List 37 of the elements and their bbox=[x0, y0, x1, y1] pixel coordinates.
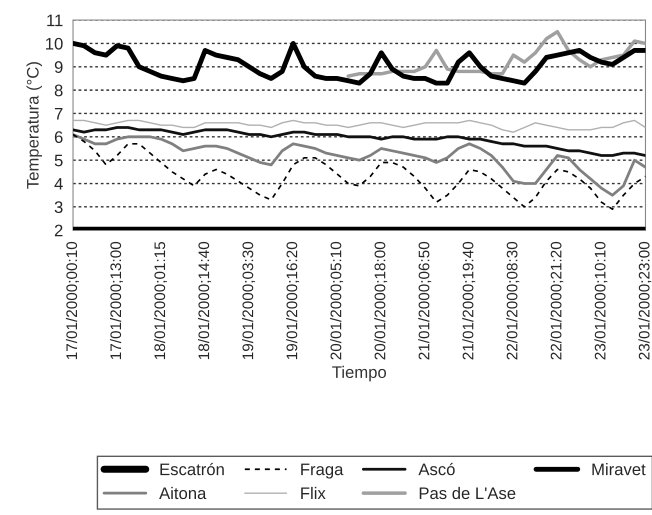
y-tick-label: 3 bbox=[54, 201, 63, 214]
x-tick-label: 19/01/2000;03:30 bbox=[242, 242, 256, 360]
y-tick-label: 8 bbox=[54, 84, 63, 96]
line-series bbox=[73, 120, 646, 133]
x-tick-label: 17/01/2000;00:10 bbox=[66, 242, 79, 360]
legend-label: Pas de L'Ase bbox=[420, 486, 516, 500]
x-tick-label: 20/01/2000;05:10 bbox=[330, 242, 344, 360]
legend-label: Miravet bbox=[592, 463, 646, 476]
y-tick-label: 2 bbox=[54, 224, 62, 236]
legend-label: Aitona bbox=[159, 486, 206, 500]
x-axis-title: Tiempo bbox=[332, 366, 386, 382]
x-tick-label: 21/01/2000;06:50 bbox=[418, 242, 432, 360]
x-tick-label: 22/01/2000;21:20 bbox=[550, 242, 564, 360]
y-tick-label: 10 bbox=[46, 38, 63, 50]
x-tick-label: 17/01/2000;13:00 bbox=[110, 242, 123, 360]
line-series bbox=[73, 134, 646, 210]
y-tick-label: 5 bbox=[54, 154, 63, 166]
x-tick-label: 18/01/2000;01:15 bbox=[154, 242, 167, 360]
line-series bbox=[73, 41, 646, 86]
x-tick-label: 23/01/2000;10:10 bbox=[594, 242, 608, 360]
x-tick-label: 19/01/2000;16:20 bbox=[286, 242, 300, 360]
legend-label: Fraga bbox=[301, 464, 344, 479]
x-tick-label: 23/01/2000;23:00 bbox=[638, 242, 652, 360]
y-tick-label: 4 bbox=[54, 178, 63, 190]
y-tick-label: 7 bbox=[54, 108, 62, 120]
line-series bbox=[73, 126, 646, 157]
x-tick-label: 18/01/2000;14:40 bbox=[198, 242, 212, 360]
x-tick-label: 22/01/2000;08:30 bbox=[506, 242, 520, 360]
legend-label: Flix bbox=[301, 486, 326, 499]
legend-label: Ascó bbox=[418, 462, 455, 476]
y-tick-label: 11 bbox=[47, 14, 62, 26]
x-tick-label: 20/01/2000;18:00 bbox=[374, 242, 388, 360]
x-tick-label: 21/01/2000;19:40 bbox=[462, 242, 476, 360]
legend-label: Escatrón bbox=[160, 462, 224, 476]
y-tick-label: 6 bbox=[54, 131, 63, 144]
y-tick-label: 9 bbox=[54, 61, 63, 73]
y-axis-title: Temperatura (°C) bbox=[26, 62, 42, 189]
